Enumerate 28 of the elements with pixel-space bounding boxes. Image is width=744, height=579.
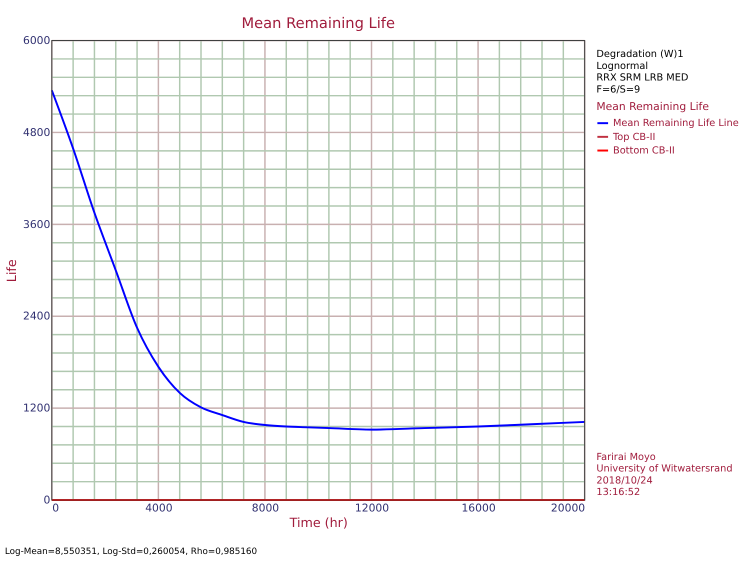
text: 2018/10/24 [596, 475, 653, 486]
text: Farirai Moyo [596, 452, 656, 463]
chart-title: Mean Remaining Life [241, 14, 395, 32]
y-tick-label: 1200 [22, 402, 51, 415]
text: Log-Mean=8,550351, Log-Std=0,260054, Rho=0,985160 [4, 546, 258, 557]
text: Lognormal [596, 60, 648, 72]
y-tick-label: 2400 [22, 310, 51, 323]
x-tick-label: 12000 [354, 501, 390, 514]
y-tick-label: 4800 [22, 126, 51, 139]
text: Degradation (W)1 [596, 49, 684, 60]
legend-label: Mean Remaining Life Line [612, 118, 739, 130]
x-tick-label: 20000 [550, 501, 586, 514]
text: University of Witwatersrand [596, 464, 733, 475]
x-tick-label: 0 [52, 501, 60, 514]
text: RRX SRM LRB MED [596, 72, 688, 84]
x-tick-label: 8000 [252, 501, 280, 514]
legend-title: Mean Remaining Life [596, 100, 710, 113]
y-tick-label: 6000 [22, 34, 51, 47]
legend-label: Top CB-II [612, 132, 656, 143]
x-tick-label: 16000 [461, 501, 496, 514]
y-tick-label: 3600 [22, 218, 51, 231]
text: 13:16:52 [596, 487, 640, 498]
x-tick-label: 4000 [145, 501, 173, 514]
legend-label: Bottom CB-II [612, 145, 675, 156]
y-axis-title: Life [4, 259, 20, 282]
x-axis-title: Time (hr) [288, 514, 348, 530]
line-series [50, 89, 586, 431]
text: F=6/S=9 [596, 84, 640, 96]
